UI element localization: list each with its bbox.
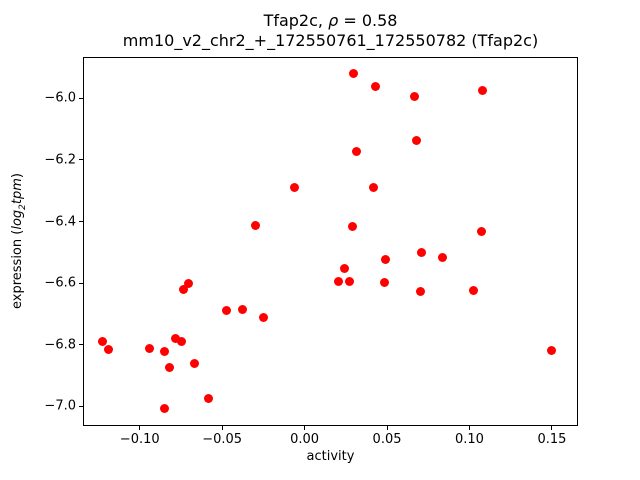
y-tick-mark bbox=[79, 97, 83, 99]
ylabel-suffix: ) bbox=[10, 173, 26, 179]
x-tick-label: −0.10 bbox=[119, 432, 160, 447]
y-tick-label: −6.6 bbox=[44, 275, 76, 291]
scatter-point bbox=[258, 313, 268, 323]
x-tick-mark bbox=[386, 426, 388, 430]
scatter-point bbox=[340, 264, 350, 274]
y-tick-label: −6.0 bbox=[44, 90, 76, 106]
scatter-point bbox=[476, 226, 486, 236]
y-tick-label: −6.8 bbox=[44, 337, 76, 353]
y-tick-mark bbox=[79, 405, 83, 407]
x-axis-label: activity bbox=[306, 449, 355, 464]
y-tick-label: −7.0 bbox=[44, 398, 76, 414]
axes-frame bbox=[83, 57, 578, 426]
scatter-point bbox=[98, 336, 108, 346]
chart-title: Tfap2c, ρ = 0.58 mm10_v2_chr2_+_17255076… bbox=[83, 11, 578, 50]
scatter-point bbox=[349, 69, 359, 79]
scatter-point bbox=[411, 136, 421, 145]
chart-subtitle: mm10_v2_chr2_+_172550761_172550782 (Tfap… bbox=[122, 30, 539, 50]
ylabel-prefix: expression ( bbox=[10, 229, 26, 309]
scatter-point bbox=[159, 347, 169, 357]
scatter-point bbox=[345, 277, 355, 287]
x-tick-mark bbox=[221, 426, 223, 430]
x-tick-label: 0.05 bbox=[372, 432, 402, 447]
scatter-point bbox=[469, 285, 479, 295]
y-tick-mark bbox=[79, 221, 83, 223]
y-tick-mark bbox=[79, 159, 83, 161]
title-correlation-value: = 0.58 bbox=[338, 11, 398, 30]
scatter-point bbox=[416, 248, 426, 258]
scatter-point bbox=[222, 306, 232, 316]
x-tick-label: −0.05 bbox=[202, 432, 243, 447]
scatter-point bbox=[290, 182, 300, 192]
ylabel-log-subscript: 2 bbox=[17, 204, 28, 210]
plot-area: −0.10 −0.05 0.00 0.05 0.10 0.15 −6.0 −6.2 −6.4 −6… bbox=[44, 57, 578, 447]
scatter-point bbox=[348, 221, 358, 231]
rho-symbol: ρ bbox=[328, 11, 339, 30]
x-tick-label: 0.00 bbox=[290, 432, 320, 447]
x-tick-label: 0.10 bbox=[455, 432, 484, 447]
scatter-point bbox=[190, 358, 200, 368]
scatter-point bbox=[237, 304, 247, 314]
chart-title-line1: Tfap2c, ρ = 0.58 bbox=[83, 11, 578, 31]
scatter-point bbox=[409, 92, 419, 102]
scatter-point bbox=[251, 220, 261, 230]
y-tick-label: −6.2 bbox=[44, 152, 76, 168]
scatter-point bbox=[178, 285, 188, 295]
scatter-point bbox=[477, 86, 487, 96]
scatter-point bbox=[546, 345, 556, 355]
scatter-point bbox=[176, 336, 186, 346]
y-axis-label: expression (log2tpm) bbox=[10, 173, 28, 309]
scatter-point bbox=[184, 278, 194, 288]
ylabel-tpm: tpm bbox=[10, 178, 26, 205]
ylabel-log: log bbox=[10, 209, 26, 230]
scatter-point bbox=[160, 404, 170, 414]
x-tick-mark bbox=[468, 426, 470, 430]
scatter-point bbox=[334, 277, 344, 287]
x-tick-mark bbox=[139, 426, 141, 430]
scatter-point bbox=[371, 82, 380, 92]
scatter-point bbox=[164, 363, 174, 373]
x-tick-mark bbox=[304, 426, 306, 430]
scatter-point bbox=[144, 344, 154, 353]
y-tick-mark bbox=[79, 344, 83, 346]
title-gene-text: Tfap2c, bbox=[263, 11, 329, 30]
scatter-point bbox=[171, 333, 181, 343]
scatter-point bbox=[104, 345, 114, 355]
scatter-point bbox=[380, 255, 390, 265]
scatter-point bbox=[369, 182, 379, 192]
y-tick-label: −6.4 bbox=[44, 214, 76, 230]
y-tick-mark bbox=[79, 282, 83, 284]
scatter-point bbox=[415, 286, 425, 296]
x-tick-label: 0.15 bbox=[537, 432, 567, 447]
scatter-point bbox=[204, 394, 214, 404]
scatter-point bbox=[437, 252, 447, 262]
scatter-point bbox=[352, 146, 362, 156]
x-tick-mark bbox=[551, 426, 553, 430]
scatter-point bbox=[379, 278, 389, 288]
